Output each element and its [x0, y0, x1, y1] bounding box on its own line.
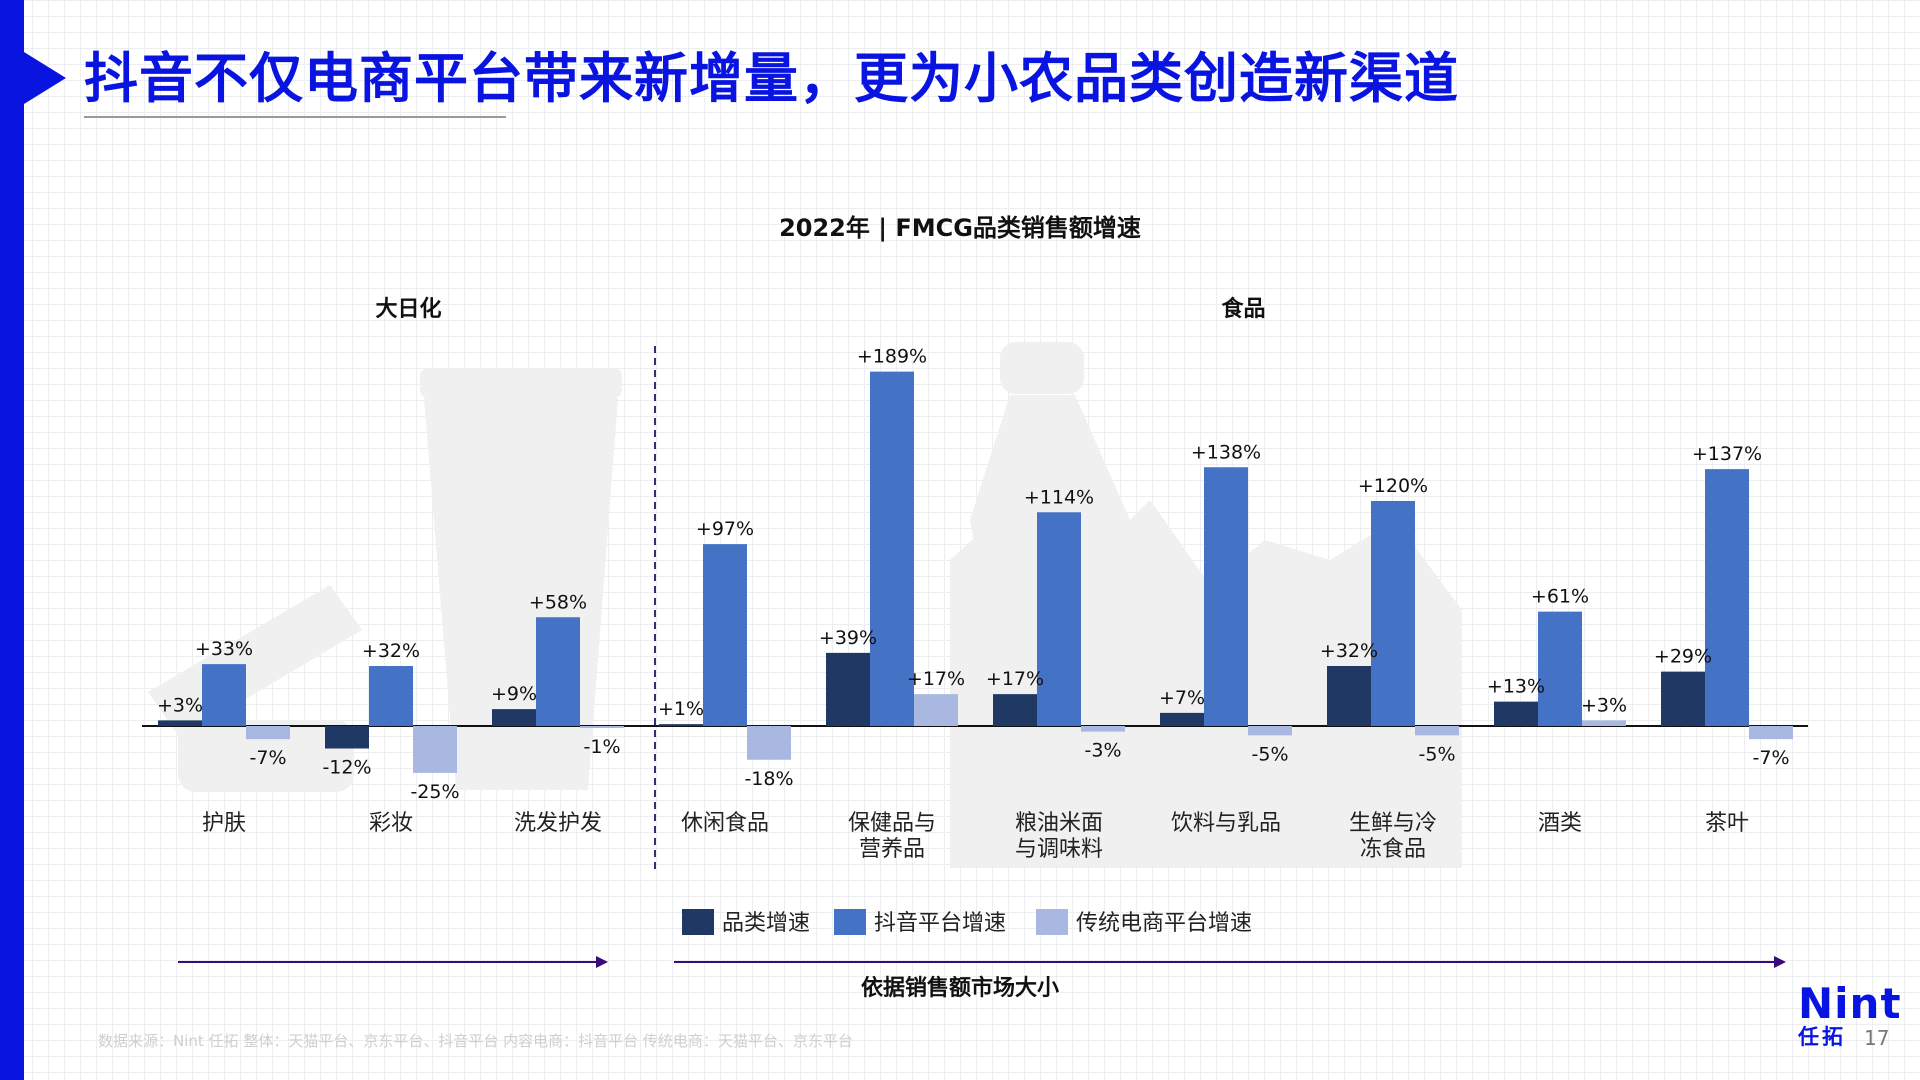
category-label: 护肤	[202, 811, 246, 836]
data-label: +32%	[362, 640, 420, 662]
category-label: 彩妆	[369, 811, 413, 836]
data-label: +13%	[1487, 676, 1545, 698]
bar	[369, 666, 413, 726]
left-accent-bar	[0, 0, 24, 1080]
page-number: 17	[1864, 1026, 1890, 1050]
bar	[413, 726, 457, 773]
bar	[1661, 671, 1705, 726]
bar	[747, 726, 791, 760]
data-label: +189%	[857, 346, 927, 368]
bar	[1037, 512, 1081, 726]
group-label: 食品	[1221, 296, 1265, 322]
legend-swatch	[1036, 909, 1068, 935]
data-label: +3%	[157, 694, 203, 716]
category-label: 洗发护发	[514, 811, 602, 836]
data-label: +97%	[696, 518, 754, 540]
category-label: 保健品与	[848, 811, 936, 836]
bar	[826, 652, 870, 726]
background-illustration	[148, 342, 1462, 868]
bar	[1705, 469, 1749, 726]
arrow-right-icon	[596, 956, 608, 968]
data-label: -5%	[1252, 743, 1289, 765]
bar	[580, 726, 624, 728]
bar	[870, 371, 914, 726]
bar	[1327, 666, 1371, 726]
chart-title: 2022年 | FMCG品类销售额增速	[779, 214, 1141, 242]
page-title: 抖音不仅电商平台带来新增量，更为小农品类创造新渠道	[84, 47, 1459, 110]
data-label: +7%	[1159, 687, 1205, 709]
legend-swatch	[834, 909, 866, 935]
data-label: +32%	[1320, 640, 1378, 662]
category-label: 粮油米面	[1015, 811, 1103, 836]
category-label: 酒类	[1538, 811, 1582, 836]
bar	[536, 617, 580, 726]
bar	[1749, 726, 1793, 740]
category-label: 生鲜与冷	[1349, 811, 1437, 836]
group-label: 大日化	[375, 296, 441, 322]
bar	[246, 726, 290, 740]
data-label: -7%	[1753, 747, 1790, 769]
data-label: +120%	[1358, 475, 1428, 497]
bar	[1538, 611, 1582, 726]
bar	[202, 664, 246, 726]
title-arrow-icon	[24, 52, 66, 104]
data-label: +33%	[195, 638, 253, 660]
legend-swatch	[682, 909, 714, 935]
data-label: +9%	[491, 683, 537, 705]
brand-logo: Nint 任拓	[1798, 979, 1902, 1049]
data-label: +138%	[1191, 441, 1261, 463]
data-label: -18%	[744, 768, 793, 790]
data-label: +1%	[658, 698, 704, 720]
category-label: 休闲食品	[681, 811, 769, 836]
bar	[1582, 720, 1626, 726]
bar	[1160, 712, 1204, 726]
category-label: 饮料与乳品	[1171, 811, 1281, 836]
legend-label: 品类增速	[722, 911, 810, 936]
bar	[1248, 726, 1292, 736]
bar	[703, 544, 747, 726]
data-label: -7%	[250, 747, 287, 769]
data-label: +61%	[1531, 586, 1589, 608]
bar	[1204, 467, 1248, 726]
category-label: 营养品	[859, 837, 925, 862]
data-label: -25%	[410, 781, 459, 803]
arrow-caption: 依据销售额市场大小	[860, 976, 1059, 1001]
bar	[993, 694, 1037, 726]
data-label: -12%	[322, 757, 371, 779]
bar	[1494, 701, 1538, 726]
data-label: +58%	[529, 591, 587, 613]
bar	[325, 726, 369, 749]
category-label: 与调味料	[1015, 837, 1103, 862]
data-label: -3%	[1085, 740, 1122, 762]
title-underline	[84, 116, 506, 118]
bar	[659, 724, 703, 727]
bar	[492, 709, 536, 726]
data-label: +17%	[986, 668, 1044, 690]
logo-wordmark: Nint	[1798, 979, 1902, 1028]
bar	[914, 694, 958, 726]
legend-label: 抖音平台增速	[874, 911, 1006, 936]
bar	[1415, 726, 1459, 736]
data-source-note: 数据来源：Nint 任拓 整体：天猫平台、京东平台、抖音平台 内容电商：抖音平台…	[98, 1032, 853, 1050]
arrow-right-icon	[1774, 956, 1786, 968]
data-label: -5%	[1419, 743, 1456, 765]
data-label: +137%	[1692, 443, 1762, 465]
data-label: +114%	[1024, 486, 1094, 508]
data-label: +3%	[1581, 694, 1627, 716]
logo-chinese: 任拓	[1798, 1025, 1846, 1049]
data-label: -1%	[584, 736, 621, 758]
category-label: 茶叶	[1705, 811, 1749, 836]
category-label: 冻食品	[1360, 837, 1426, 862]
scale-arrow-right-line	[674, 961, 1776, 963]
data-label: +39%	[819, 627, 877, 649]
data-label: +29%	[1654, 646, 1712, 668]
bar	[158, 720, 202, 726]
legend-label: 传统电商平台增速	[1076, 911, 1252, 936]
bar	[1081, 726, 1125, 732]
data-label: +17%	[907, 668, 965, 690]
scale-arrow-left-line	[178, 961, 598, 963]
bar	[1371, 501, 1415, 726]
